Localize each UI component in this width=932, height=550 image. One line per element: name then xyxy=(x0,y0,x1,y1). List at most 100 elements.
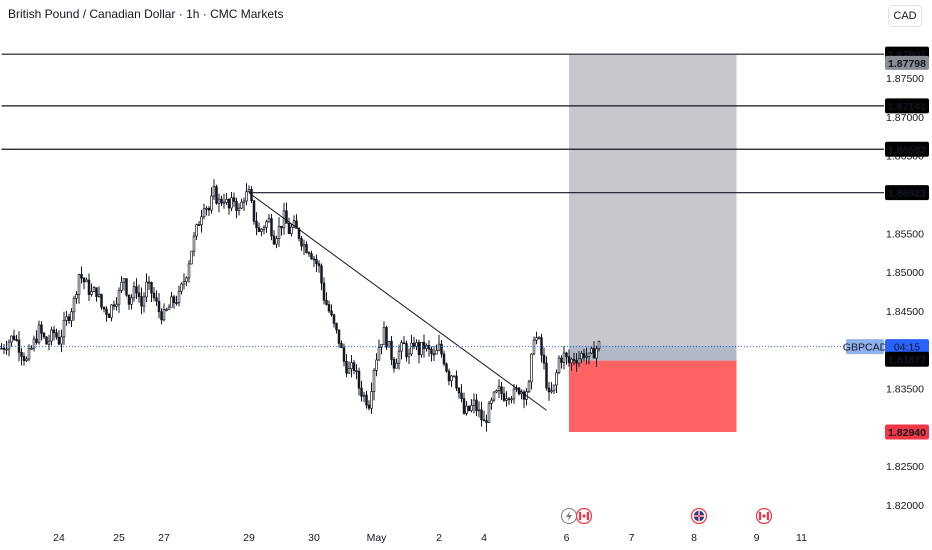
candle-up xyxy=(47,340,51,345)
candle-down xyxy=(160,311,163,321)
candle-up xyxy=(165,309,168,311)
candle-down xyxy=(592,348,596,359)
canada-flag-icon[interactable] xyxy=(755,507,773,525)
candle-down xyxy=(227,198,231,209)
candle-up xyxy=(10,335,13,343)
x-tick-label: 30 xyxy=(308,532,320,544)
candle-down xyxy=(157,300,161,313)
candle-up xyxy=(117,290,121,305)
x-axis[interactable]: 24 25 27 29 30 May 2 4 6 7 8 9 11 xyxy=(53,532,807,544)
candle-down xyxy=(392,359,396,369)
trendline-segment[interactable] xyxy=(248,192,547,411)
uk-flag-icon[interactable] xyxy=(690,507,708,525)
candle-up xyxy=(182,281,186,285)
candle-down xyxy=(270,218,273,237)
candle-up xyxy=(382,327,386,345)
candle-down xyxy=(175,302,178,304)
candle-up xyxy=(90,291,93,295)
candle-up xyxy=(30,347,33,350)
candle-up xyxy=(535,337,538,341)
candle-down xyxy=(207,207,211,211)
candle-down xyxy=(295,220,298,229)
x-tick-label: 7 xyxy=(629,532,635,544)
lightning-icon[interactable] xyxy=(561,508,577,524)
candle-up xyxy=(450,375,453,382)
candle-up xyxy=(512,388,516,400)
candle-down xyxy=(367,404,371,409)
candle-up xyxy=(407,353,411,358)
entry-band[interactable] xyxy=(569,345,737,361)
candle-down xyxy=(150,281,153,294)
x-tick-label: 25 xyxy=(113,532,125,544)
candle-up xyxy=(410,342,413,355)
currency-button[interactable]: CAD xyxy=(888,5,922,27)
candle-down xyxy=(352,362,356,371)
candle-up xyxy=(420,341,423,356)
horizontal-levels[interactable] xyxy=(1,53,885,194)
x-tick-label: 4 xyxy=(481,532,487,544)
candle-up xyxy=(262,227,266,230)
candle-down xyxy=(172,296,176,303)
candle-up xyxy=(97,293,101,297)
candle-down xyxy=(462,398,466,414)
candle-down xyxy=(390,340,393,360)
candle-up xyxy=(397,350,401,364)
candle-up xyxy=(530,353,533,383)
profit-zone[interactable] xyxy=(569,54,737,347)
level-price-tag: 1.86582 xyxy=(888,144,926,156)
target-tag-bg xyxy=(885,55,929,70)
candle-down xyxy=(360,387,363,397)
candle-up xyxy=(387,340,391,348)
candle-down xyxy=(252,200,256,222)
candle-down xyxy=(125,278,128,296)
candle-up xyxy=(465,405,468,414)
candle-up xyxy=(267,218,271,223)
candle-down xyxy=(67,316,71,322)
loss-zone[interactable] xyxy=(569,360,737,433)
candle-down xyxy=(52,329,56,334)
y-axis[interactable]: 1.875001.870001.865001.855001.850001.845… xyxy=(886,73,924,512)
canada-flag-icon[interactable] xyxy=(575,507,593,525)
chart-title: British Pound / Canadian Dollar · 1h · C… xyxy=(8,7,284,21)
candle-down xyxy=(542,354,546,364)
y-tick-label: 1.87500 xyxy=(886,73,924,85)
candle-down xyxy=(127,294,131,305)
candle-down xyxy=(197,224,201,226)
position-zones[interactable] xyxy=(569,54,737,433)
candle-down xyxy=(232,197,236,202)
economic-events[interactable] xyxy=(561,507,773,525)
candle-down xyxy=(467,405,471,411)
candle-down xyxy=(312,258,316,261)
y-tick-label: 1.82500 xyxy=(886,461,924,473)
candle-up xyxy=(510,398,513,401)
candle-down xyxy=(285,210,288,224)
candle-up xyxy=(187,263,191,279)
candle-up xyxy=(362,394,366,397)
canada-flag-icon-right-bar xyxy=(586,512,589,520)
y-tick-label: 1.82000 xyxy=(886,500,924,512)
candle-down xyxy=(560,357,563,363)
candle-up xyxy=(347,368,351,374)
candle-down xyxy=(357,370,361,389)
candle-down xyxy=(317,263,321,267)
candle-up xyxy=(552,384,556,392)
stop-price-tag: 1.82940 xyxy=(888,427,926,439)
candle-up xyxy=(570,358,573,364)
candle-down xyxy=(417,342,421,356)
candle-down xyxy=(305,244,308,253)
candle-up xyxy=(217,198,221,204)
candle-up xyxy=(537,337,541,339)
candle-down xyxy=(280,225,283,229)
candle-down xyxy=(575,360,578,364)
candle-up xyxy=(492,391,496,401)
candle-down xyxy=(155,297,158,302)
candle-down xyxy=(332,314,336,324)
candle-up xyxy=(370,391,373,409)
candle-down xyxy=(307,252,311,255)
candle-up xyxy=(375,359,378,371)
candle-up xyxy=(85,279,88,283)
trendline[interactable] xyxy=(248,192,547,411)
candle-up xyxy=(470,404,473,411)
y-tick-label: 1.83500 xyxy=(886,384,924,396)
